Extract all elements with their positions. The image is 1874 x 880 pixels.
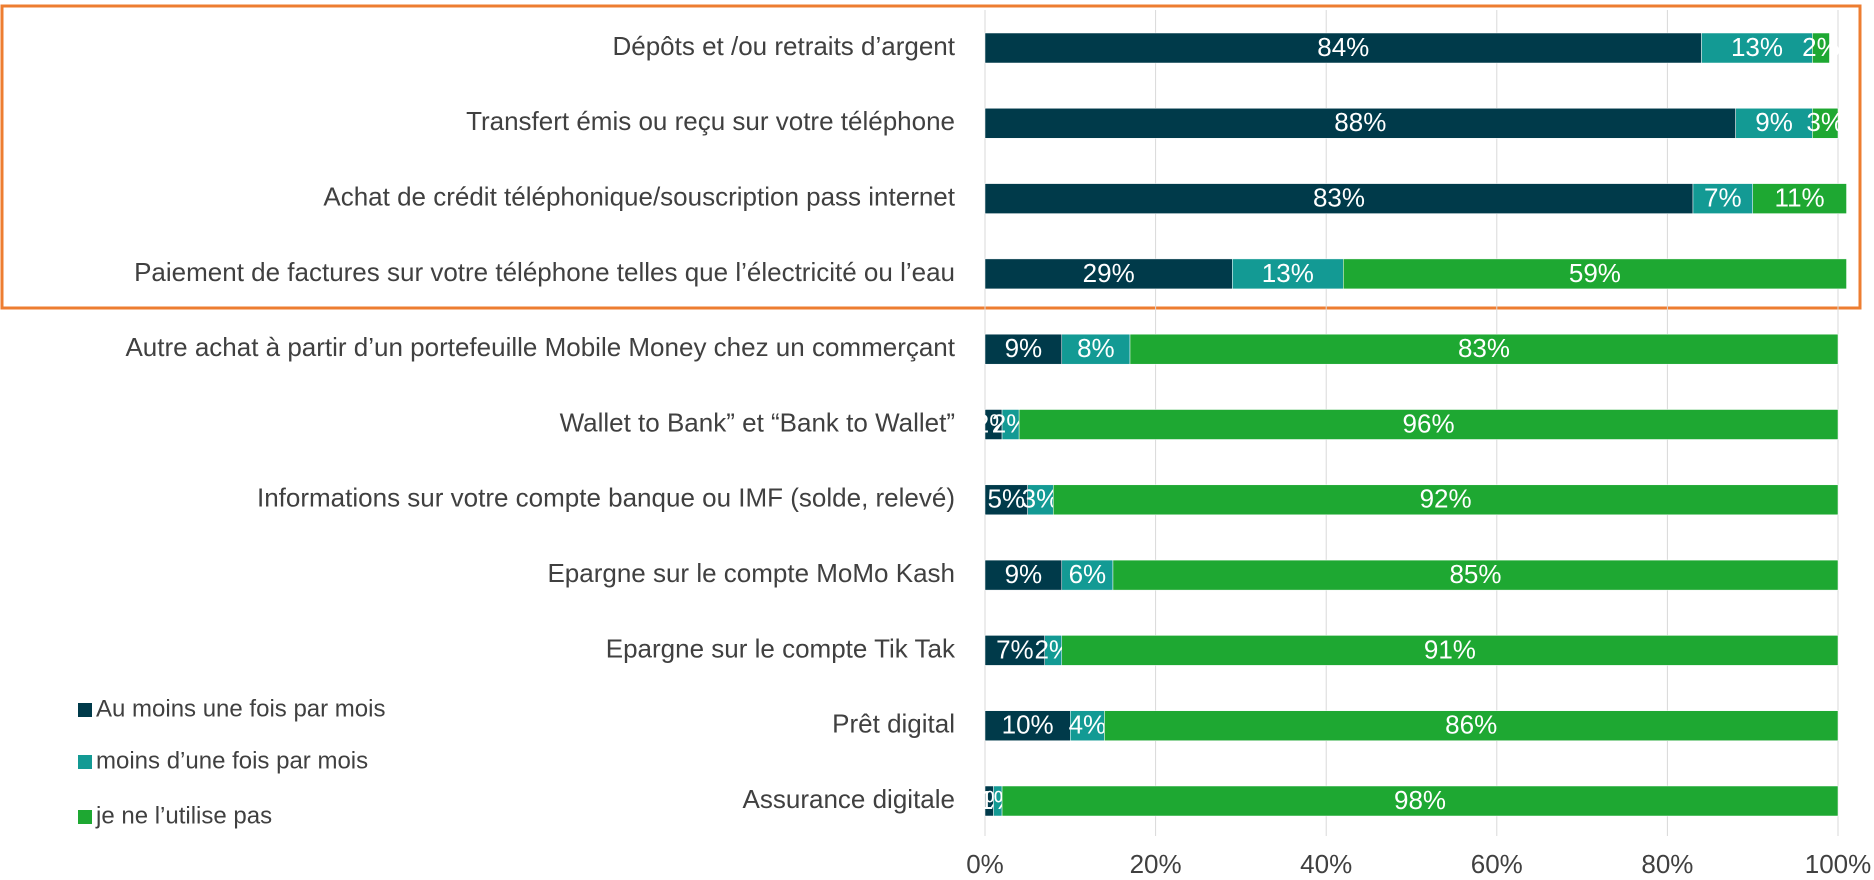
- bar-segment: [984, 258, 1233, 290]
- value-label: 10%: [1002, 710, 1054, 740]
- value-label: 84%: [1317, 32, 1369, 62]
- category-label: Informations sur votre compte banque ou …: [257, 483, 955, 513]
- value-label: 83%: [1458, 333, 1510, 363]
- value-label: 4%: [1069, 710, 1107, 740]
- x-tick-label: 80%: [1641, 849, 1693, 879]
- bar-segment: [1812, 32, 1830, 64]
- legend-swatch: [78, 810, 92, 824]
- value-label: 59%: [1569, 258, 1621, 288]
- bar-segment: [984, 32, 1702, 64]
- value-label: 7%: [996, 634, 1034, 664]
- legend-swatch: [78, 703, 92, 717]
- value-label: 5%: [988, 484, 1026, 514]
- value-label: 98%: [1394, 785, 1446, 815]
- value-label: 86%: [1445, 710, 1497, 740]
- value-label: 85%: [1449, 559, 1501, 589]
- bar-segment: [984, 635, 1045, 666]
- bar-segment: [1701, 32, 1813, 64]
- value-label: 88%: [1334, 107, 1386, 137]
- bar-segment: [1061, 559, 1114, 591]
- value-label: 7%: [1704, 182, 1742, 212]
- bar-segment: [984, 333, 1063, 365]
- legend-label: moins d’une fois par mois: [96, 747, 368, 774]
- value-label: 9%: [1005, 333, 1043, 363]
- value-label: 3%: [1806, 107, 1844, 137]
- bar-segment: [1735, 108, 1813, 139]
- value-label: 96%: [1403, 408, 1455, 438]
- bar-segment: [1692, 183, 1753, 214]
- bar-segment: [1001, 785, 1839, 817]
- category-label: Dépôts et /ou retraits d’argent: [612, 31, 955, 61]
- value-label: 3%: [1022, 484, 1060, 514]
- bar-segment: [1129, 333, 1839, 365]
- bar-segment: [984, 183, 1694, 214]
- bar-segment: [1018, 409, 1839, 440]
- category-label: Assurance digitale: [743, 784, 955, 814]
- category-label: Achat de crédit téléphonique/souscriptio…: [323, 181, 955, 211]
- category-label: Paiement de factures sur votre téléphone…: [134, 257, 955, 287]
- value-label: 92%: [1420, 484, 1472, 514]
- value-label: 13%: [1731, 32, 1783, 62]
- category-label: Prêt digital: [832, 709, 955, 739]
- bar-segment: [1112, 559, 1839, 591]
- x-tick-label: 100%: [1805, 849, 1872, 879]
- legend-label: Au moins une fois par mois: [96, 695, 385, 722]
- bar-segment: [1812, 108, 1839, 139]
- bar-segment: [984, 710, 1071, 741]
- bar-segment: [1104, 710, 1839, 741]
- value-label: 83%: [1313, 182, 1365, 212]
- x-tick-label: 20%: [1130, 849, 1182, 879]
- legend-swatch: [78, 755, 92, 769]
- highlight-box: [0, 4, 1862, 310]
- bar-segment: [984, 108, 1736, 139]
- value-label: 2%: [1802, 32, 1840, 62]
- bar-segment: [984, 484, 1028, 516]
- category-label: Epargne sur le compte MoMo Kash: [547, 558, 955, 588]
- bar-segment: [1343, 258, 1847, 290]
- value-label: 6%: [1069, 559, 1107, 589]
- bar-segment: [1027, 484, 1054, 516]
- value-label: 9%: [1755, 107, 1793, 137]
- x-tick-label: 40%: [1300, 849, 1352, 879]
- x-tick-label: 60%: [1471, 849, 1523, 879]
- value-label: 9%: [1005, 559, 1043, 589]
- category-label: Transfert émis ou reçu sur votre télépho…: [466, 106, 955, 136]
- bar-segment: [1752, 183, 1847, 214]
- bar-segment: [984, 559, 1063, 591]
- category-label: Autre achat à partir d’un portefeuille M…: [125, 332, 955, 362]
- legend-label: je ne l’utilise pas: [95, 802, 272, 829]
- category-label: Epargne sur le compte Tik Tak: [606, 633, 956, 663]
- bar-segment: [1052, 484, 1839, 516]
- bar-segment: [1061, 635, 1839, 666]
- value-label: 91%: [1424, 634, 1476, 664]
- value-label: 29%: [1083, 258, 1135, 288]
- value-label: 13%: [1262, 258, 1314, 288]
- bar-segment: [1061, 333, 1131, 365]
- bar-segment: [1232, 258, 1344, 290]
- value-label: 11%: [1775, 182, 1825, 212]
- category-label: Wallet to Bank” et “Bank to Wallet”: [560, 407, 955, 437]
- bar-segment: [1070, 710, 1105, 741]
- value-label: 8%: [1077, 333, 1115, 363]
- x-tick-label: 0%: [966, 849, 1004, 879]
